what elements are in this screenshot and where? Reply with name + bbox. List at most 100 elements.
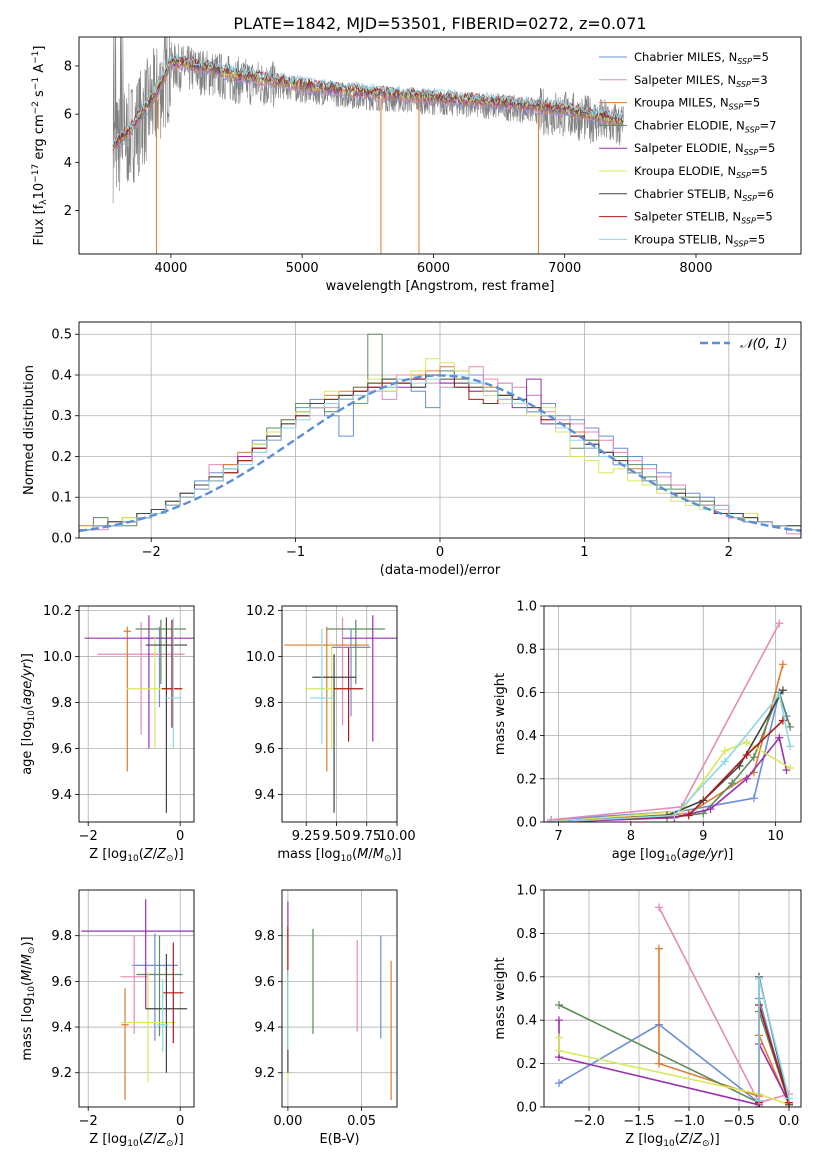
- y-tick-label: 0.2: [516, 772, 537, 787]
- data-point: [123, 626, 131, 772]
- x-tick-label: 1: [580, 545, 588, 560]
- y-tick-label: 10.2: [246, 604, 275, 619]
- x-tick-label: 2: [725, 545, 733, 560]
- data-point: [97, 622, 185, 735]
- plus-marker: [555, 1033, 563, 1042]
- x-tick-label: −2.0: [573, 1114, 605, 1129]
- data-point: [161, 619, 183, 728]
- y-tick-label: 9.6: [254, 975, 275, 990]
- plot-area: [79, 890, 194, 1107]
- data-point: [81, 899, 194, 1009]
- plus-marker: [555, 1046, 563, 1055]
- y-tick-label: 9.8: [51, 929, 72, 944]
- y-tick-label: 9.6: [51, 742, 72, 757]
- plus-marker: [720, 746, 729, 755]
- model-line: [112, 53, 624, 146]
- plus-marker: [742, 738, 751, 747]
- data-point: [334, 647, 364, 742]
- plus-marker: [720, 757, 729, 766]
- plus-marker: [775, 690, 784, 699]
- plus-marker: [706, 805, 715, 814]
- weight-series: [755, 974, 793, 1105]
- data-point: [157, 979, 169, 1053]
- plus-marker: [655, 903, 663, 912]
- plus-marker: [749, 753, 758, 762]
- x-tick-label: 7000: [548, 261, 581, 276]
- x-tick-label: −2: [79, 1114, 98, 1129]
- y-tick-label: 0.0: [516, 1101, 537, 1116]
- y-tick-label: 0.8: [516, 643, 537, 658]
- x-tick-label: 5000: [286, 261, 319, 276]
- x-tick-label: 8: [627, 829, 635, 844]
- plus-marker: [775, 733, 784, 742]
- y-tick-label: 0.2: [51, 450, 72, 465]
- y-axis-label: mass weight: [493, 673, 508, 755]
- x-tick-label: −1: [286, 545, 305, 560]
- plus-marker: [778, 686, 787, 695]
- x-axis-label: (data-model)/error: [380, 563, 501, 578]
- plus-marker: [742, 751, 751, 760]
- y-tick-label: 9.4: [51, 1021, 72, 1036]
- y-tick-label: 0.4: [516, 729, 537, 744]
- chart-weight_vs_age: 7 8 9 10 0.0 0.2 0.4 0.6 0.8 1.0 age [log10​(age/y…: [493, 600, 802, 864]
- series-line: [551, 735, 788, 822]
- y-tick-label: 1.0: [516, 884, 537, 899]
- y-tick-label: 10.0: [43, 650, 72, 665]
- x-tick-label: −0.5: [723, 1114, 755, 1129]
- plus-marker: [655, 944, 663, 953]
- series-line: [551, 689, 788, 821]
- x-tick-label: 0: [176, 829, 184, 844]
- data-point: [120, 935, 148, 1034]
- axes-frame: [281, 605, 398, 823]
- series-line: [551, 689, 784, 822]
- y-tick-label: 0.2: [516, 1057, 537, 1072]
- y-axis-label: mass weight: [493, 957, 508, 1039]
- data-point: [305, 642, 359, 749]
- data-point: [145, 953, 188, 1073]
- data-point: [325, 617, 360, 726]
- x-tick-label: −2: [142, 545, 161, 560]
- plus-marker: [755, 1096, 763, 1105]
- plus-marker: [785, 1094, 793, 1103]
- x-tick-label: 0: [436, 545, 444, 560]
- x-tick-label: 9.50: [322, 829, 351, 844]
- plus-marker: [547, 818, 556, 822]
- data-point: [84, 615, 194, 749]
- y-axis-label: Normed distribution: [22, 365, 37, 495]
- weight-series: [547, 686, 787, 822]
- x-tick-label: 0.0: [779, 1114, 800, 1129]
- model-line: [112, 56, 624, 148]
- data-point: [136, 935, 183, 1037]
- legend-label: Salpeter ELODIE, NSSP=5: [634, 141, 775, 157]
- data-point: [126, 635, 184, 749]
- weight-series: [555, 1033, 793, 1107]
- series-line: [658, 907, 790, 1104]
- axes-frame: [543, 889, 802, 1108]
- plus-marker: [728, 779, 737, 788]
- y-tick-label: 10.0: [246, 650, 275, 665]
- axes-frame: [78, 36, 802, 255]
- weight-series: [547, 688, 795, 822]
- axes-frame: [543, 605, 802, 823]
- x-tick-label: 8000: [679, 261, 712, 276]
- data-point: [131, 933, 178, 1041]
- series-line: [558, 998, 790, 1106]
- plus-marker: [555, 1079, 563, 1088]
- axes-frame: [281, 889, 398, 1108]
- y-tick-label: 0.4: [51, 368, 72, 383]
- x-axis-label: wavelength [Angstrom, rest frame]: [326, 279, 555, 294]
- y-tick-label: 0.6: [516, 970, 537, 985]
- data-point: [121, 988, 129, 1101]
- chart-residuals: −2 −1 0 1 2 0.0 0.1 0.2 0.3 0.4 0.5 (data-model)/er…: [22, 321, 802, 578]
- figure-title: PLATE=1842, MJD=53501, FIBERID=0272, z=0…: [233, 14, 646, 33]
- y-tick-label: 9.4: [51, 788, 72, 803]
- x-tick-label: 0.00: [273, 1114, 302, 1129]
- y-tick-label: 0.4: [516, 1014, 537, 1029]
- data-point: [309, 628, 335, 744]
- series-line: [658, 948, 790, 1106]
- y-axis-label: Flux [fλ​10−17​ erg cm−2​ s−1​ A−1​]: [31, 46, 49, 246]
- y-tick-label: 6: [64, 108, 72, 123]
- plot-area: [79, 606, 194, 822]
